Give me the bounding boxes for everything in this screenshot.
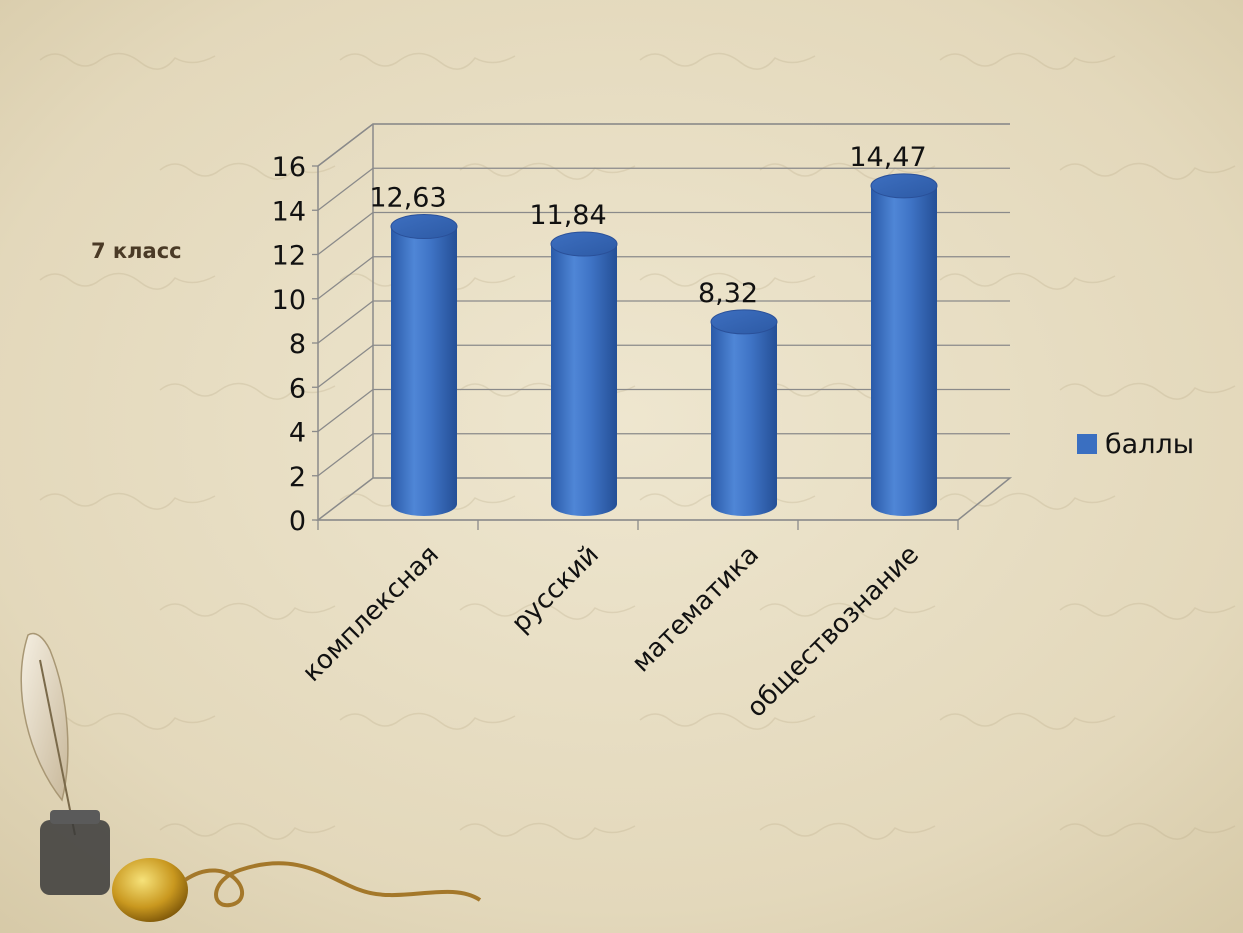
inkwell-neck [50,810,100,824]
feather-icon [20,632,69,802]
gridline [317,211,1010,256]
y-tick-label: 16 [272,152,306,183]
texture-stroke [339,52,516,70]
y-axis-ticks: 0 2 4 6 8 10 12 14 16 [272,152,318,537]
quill-inkwell-decoration [20,632,482,922]
y-tick-label: 6 [289,373,306,404]
texture-stroke [1059,602,1236,620]
data-label: 12,63 [369,183,446,214]
texture-stroke [459,602,636,620]
data-label: 8,32 [698,278,758,309]
texture-stroke [759,602,936,620]
gridline [317,256,1010,300]
y-tick-label: 2 [289,462,306,493]
texture-stroke [759,822,936,840]
gridline [317,344,1010,388]
bar [550,231,618,517]
y-tick-label: 10 [272,285,306,316]
side-label: 7 класс [91,239,182,263]
y-tick-label: 8 [289,329,306,360]
y-tick-label: 0 [289,506,306,537]
golden-bell-icon [112,858,188,922]
quill-shaft [39,659,76,836]
bar-body [711,321,777,516]
bar-top [710,309,778,335]
inkwell-icon [40,820,110,895]
legend-label: баллы [1105,429,1194,460]
texture-stroke [639,712,816,730]
texture-stroke [159,162,336,180]
bar [390,214,458,516]
bar-body [871,185,937,516]
x-axis-ticks [317,519,959,530]
texture-stroke [339,712,516,730]
texture-stroke [159,602,336,620]
texture-stroke [39,492,216,510]
bar [870,173,938,516]
bar [710,309,778,516]
data-label: 11,84 [529,200,606,231]
bars [390,173,938,517]
texture-stroke [939,52,1116,70]
texture-stroke [939,272,1116,290]
bar-top [550,231,618,257]
texture-stroke [159,382,336,400]
gridline [317,123,1010,167]
gridline [317,433,1010,477]
y-tick-label: 4 [289,418,306,449]
texture-stroke [159,822,336,840]
texture-stroke [1059,822,1236,840]
gridline [317,300,1010,344]
y-tick-label: 14 [272,196,306,227]
texture-stroke [39,712,216,730]
texture-stroke [39,52,216,70]
bar-top [870,173,938,199]
texture-stroke [639,272,816,290]
gridline [317,167,1010,211]
texture-stroke [939,492,1116,510]
data-labels: 12,63 11,84 8,32 14,47 [369,142,926,309]
legend-swatch [1077,434,1097,454]
bar-body [391,226,457,516]
gridline [317,388,1010,433]
texture-stroke [1059,162,1236,180]
bar-body [551,244,617,517]
texture-stroke [1059,382,1236,400]
bar-top [390,214,458,240]
texture-stroke [459,822,636,840]
gridlines [317,123,1010,477]
texture-stroke [939,712,1116,730]
legend: баллы [1077,429,1194,460]
ribbon-swirl [183,861,482,908]
texture-stroke [639,52,816,70]
y-tick-label: 12 [272,241,306,272]
texture-stroke [39,272,216,290]
data-label: 14,47 [849,142,926,173]
